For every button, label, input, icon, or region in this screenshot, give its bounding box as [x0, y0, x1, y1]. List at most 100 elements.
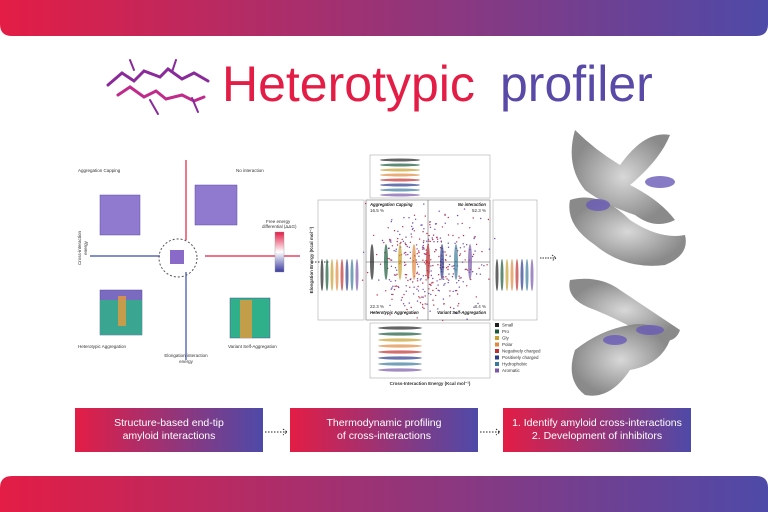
- scatter-dot: [453, 307, 455, 310]
- scatter-dot: [393, 250, 395, 252]
- axis-label: Cross-Interaction Energy (Kcal mol⁻¹): [390, 381, 471, 386]
- scatter-dot: [399, 233, 401, 236]
- scatter-dot: [415, 244, 418, 246]
- scatter-dot: [422, 244, 424, 247]
- scatter-dot: [419, 279, 422, 281]
- scatter-dot: [418, 251, 420, 254]
- scatter-dot: [365, 202, 367, 205]
- scatter-dot: [432, 277, 434, 280]
- scatter-dot: [435, 287, 437, 290]
- scatter-dot: [441, 226, 444, 228]
- quadrant-label: No interaction: [458, 202, 487, 207]
- step-text: 2. Development of inhibitors: [532, 430, 662, 442]
- scatter-dot: [434, 228, 436, 230]
- scatter-dot: [474, 250, 476, 252]
- quadrant-percent: 16.5 %: [370, 208, 384, 213]
- scatter-dot: [418, 255, 420, 257]
- scatter-dot: [391, 219, 393, 221]
- scatter-dot: [430, 270, 432, 272]
- scatter-dot: [409, 257, 412, 259]
- scatter-dot: [417, 290, 420, 292]
- scatter-dot: [437, 289, 439, 291]
- violin: [320, 259, 324, 291]
- quadrant-label: Aggregation Capping: [78, 168, 121, 173]
- scatter-dot: [378, 279, 380, 281]
- scatter-dot: [447, 242, 449, 244]
- scatter-dot: [391, 293, 393, 296]
- step-text: 1. Identify amyloid cross-interactions: [512, 417, 682, 429]
- scatter-dot: [444, 222, 446, 224]
- scatter-dot: [423, 240, 425, 242]
- legend-label: Pro: [502, 329, 510, 334]
- scatter-dot: [433, 241, 435, 243]
- scatter-dot: [473, 306, 475, 308]
- violin: [378, 332, 422, 336]
- title: profiler: [500, 56, 653, 112]
- scatter-dot: [466, 269, 469, 271]
- scatter-dot: [488, 248, 491, 250]
- scatter-dot: [416, 248, 418, 250]
- scatter-dot: [455, 289, 458, 292]
- scatter-dot: [406, 308, 408, 311]
- violin: [530, 259, 534, 291]
- scatter-dot: [389, 240, 391, 242]
- scatter-dot: [454, 242, 456, 244]
- scatter-dot: [418, 238, 421, 240]
- scatter-dot: [419, 297, 421, 299]
- axis-label: energy: [179, 359, 194, 364]
- axis-label: Cross-interaction: [77, 230, 82, 265]
- scatter-dot: [416, 317, 418, 319]
- scatter-dot: [436, 236, 438, 239]
- scatter-dot: [430, 265, 432, 267]
- legend-swatch: [495, 336, 499, 340]
- scatter-dot: [421, 303, 424, 306]
- scatter-dot: [447, 268, 449, 271]
- violin: [340, 259, 344, 291]
- scatter-dot: [447, 234, 450, 236]
- scatter-dot: [427, 238, 430, 240]
- scatter-dot: [423, 253, 426, 255]
- scatter-dot: [446, 278, 448, 280]
- scatter-dot: [400, 241, 402, 244]
- scatter-dot: [444, 251, 446, 253]
- scatter-dot: [437, 308, 439, 310]
- scatter-dot: [423, 307, 425, 310]
- scatter-dot: [420, 278, 422, 280]
- scatter-dot: [451, 265, 453, 267]
- scatter-dot: [432, 289, 434, 292]
- scatter-dot: [417, 266, 420, 268]
- scatter-dot: [429, 310, 431, 312]
- violin: [398, 244, 402, 280]
- scatter-dot: [393, 274, 396, 276]
- legend-swatch: [495, 349, 499, 353]
- scatter-dot: [418, 250, 420, 252]
- quadrant-label: Variant Self-Aggregation: [437, 310, 486, 315]
- scatter-dot: [385, 290, 387, 292]
- scatter-dot: [405, 277, 407, 279]
- scatter-dot: [475, 243, 478, 246]
- scatter-dot: [474, 236, 476, 238]
- scatter-dot: [405, 244, 407, 246]
- scatter-dot: [422, 282, 424, 284]
- scatter-dot: [436, 238, 439, 240]
- bottom-bar: [0, 476, 768, 512]
- scatter-dot: [448, 263, 451, 266]
- scatter-dot: [393, 288, 396, 291]
- scatter-dot: [442, 298, 445, 300]
- scatter-dot: [381, 239, 384, 242]
- step-box: [503, 408, 691, 452]
- scatter-dot: [486, 264, 488, 266]
- scatter-dot: [397, 285, 399, 288]
- scatter-dot: [397, 237, 399, 240]
- scatter-dot: [447, 216, 449, 219]
- scatter-dot: [390, 220, 392, 223]
- scatter-dot: [400, 299, 403, 301]
- scatter-dot: [487, 218, 490, 221]
- violin: [378, 326, 422, 330]
- scatter-dot: [430, 293, 432, 296]
- scatter-dot: [442, 319, 444, 322]
- scatter-dot: [411, 236, 413, 238]
- scatter-dot: [449, 306, 452, 309]
- legend-swatch: [495, 355, 499, 360]
